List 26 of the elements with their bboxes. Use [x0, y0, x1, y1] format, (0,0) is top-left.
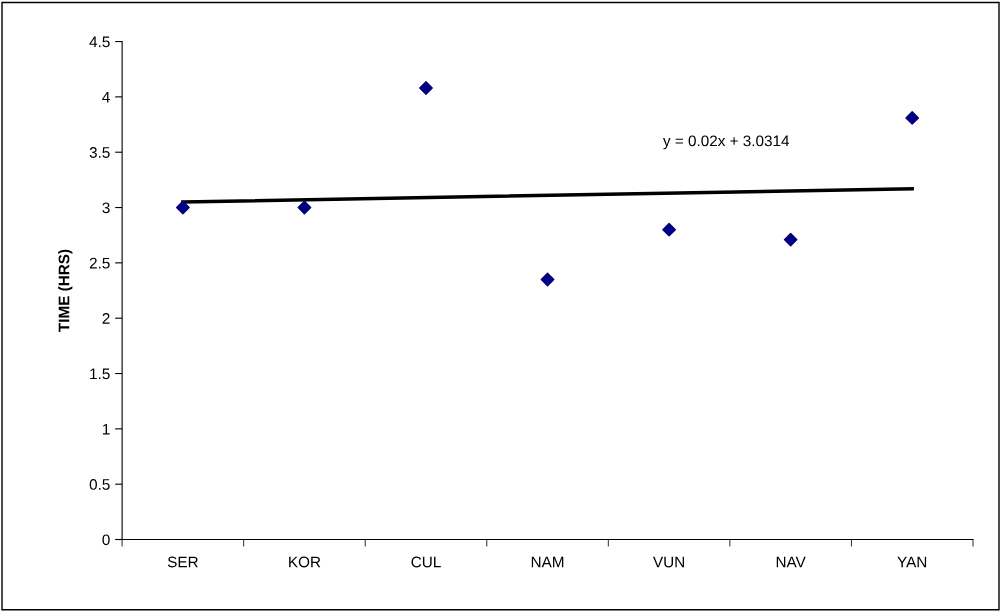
- point: [783, 232, 798, 247]
- y-tick-label: 4: [102, 91, 110, 103]
- y-tick-label: 3: [102, 202, 110, 214]
- x-tick-label: NAV: [776, 556, 806, 568]
- y-tick-label: 1.5: [90, 368, 110, 380]
- x-tick-label: KOR: [289, 556, 321, 568]
- y-tick-label: 2: [102, 313, 110, 324]
- y-tick-label: 2.5: [89, 257, 110, 269]
- x-tick-label: VUN: [653, 556, 684, 568]
- point: [662, 222, 677, 237]
- annotation: y = 0.02x + 3.0314: [662, 135, 790, 150]
- point: [540, 272, 555, 287]
- x-tick-label: NAM: [531, 556, 564, 568]
- point: [297, 200, 312, 215]
- x-tick-label: YAN: [897, 556, 927, 568]
- y-tick-label: 3.5: [89, 147, 110, 158]
- y-tick-label: 0: [102, 534, 110, 546]
- point: [419, 81, 433, 95]
- y-tick-label: 0.5: [89, 479, 110, 490]
- y-tick-label: 1: [102, 423, 110, 435]
- y-tick-label: 4.5: [89, 36, 110, 48]
- y-axis-title: TIME (HRS): [58, 249, 73, 332]
- x-tick-label: CUL: [411, 556, 441, 568]
- point: [175, 200, 190, 215]
- x-tick-label: SER: [167, 556, 198, 568]
- point: [905, 110, 920, 125]
